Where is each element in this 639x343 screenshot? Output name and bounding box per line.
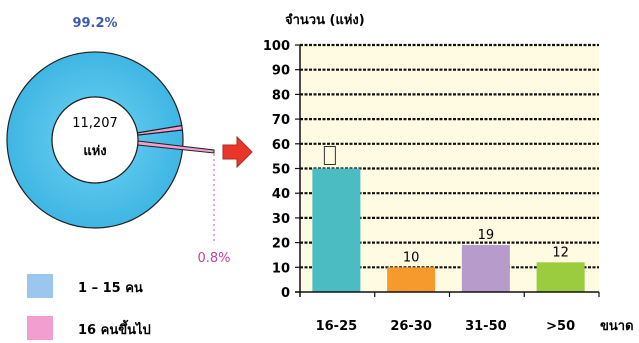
y-tick-label: 70 [272, 113, 290, 128]
bar-26-30 [387, 267, 436, 292]
legend-swatch-2 [27, 316, 53, 340]
pie-slice-label-main: 99.2% [72, 16, 117, 31]
y-tick-label: 30 [272, 212, 290, 227]
y-tick-label: 80 [272, 88, 290, 103]
bar-chart: จำนวน (แห่ง) 0 10 20 30 40 50 60 70 80 90 100 10 19… [263, 12, 634, 334]
legend-swatch-1 [27, 274, 53, 298]
y-tick-label: 90 [272, 64, 290, 79]
bar-data-label-box [323, 146, 336, 165]
y-tick-label: 40 [272, 187, 290, 202]
y-tick-label: 0 [281, 286, 290, 301]
pie-hole [51, 96, 139, 184]
x-tick-label: 26-30 [390, 319, 432, 334]
bar-data-label: 10 [403, 250, 420, 265]
pie-legend: 1 – 15 คน 16 คนขึ้นไป [27, 274, 151, 340]
bar->50 [536, 262, 585, 292]
x-tick-label: >50 [546, 319, 575, 334]
legend-label-2: 16 คนขึ้นไป [78, 319, 151, 338]
bar-31-50 [461, 245, 510, 292]
bar-16-25 [312, 168, 361, 292]
y-tick-label: 60 [272, 138, 290, 153]
y-tick-labels: 0 10 20 30 40 50 60 70 80 90 100 [263, 39, 290, 301]
legend-label-1: 1 – 15 คน [78, 281, 143, 296]
bars [312, 168, 585, 292]
pie-center-value: 11,207 [72, 116, 118, 131]
x-axis-title: ขนาด [600, 319, 634, 334]
bar-data-label: 12 [552, 245, 569, 260]
pie-chart: 99.2% 11,207 แห่ง 0.8% [6, 16, 231, 266]
x-tick-label: 16-25 [316, 319, 358, 334]
y-tick-label: 50 [272, 163, 290, 178]
pie-center-unit: แห่ง [83, 144, 106, 159]
y-tick-label: 100 [263, 39, 290, 54]
x-tick-label: 31-50 [465, 319, 507, 334]
y-axis-title: จำนวน (แห่ง) [285, 12, 365, 28]
axes [295, 45, 599, 297]
x-tick-labels: 16-25 26-30 31-50 >50 [316, 292, 600, 334]
bar-data-label: 19 [478, 228, 495, 243]
y-tick-label: 10 [272, 261, 290, 276]
pie-slice-label-small: 0.8% [197, 251, 230, 266]
pie-slices [6, 51, 215, 229]
y-tick-label: 20 [272, 237, 290, 252]
bar-data-labels: 10 19 12 [323, 146, 569, 265]
arrow-icon [222, 135, 253, 169]
